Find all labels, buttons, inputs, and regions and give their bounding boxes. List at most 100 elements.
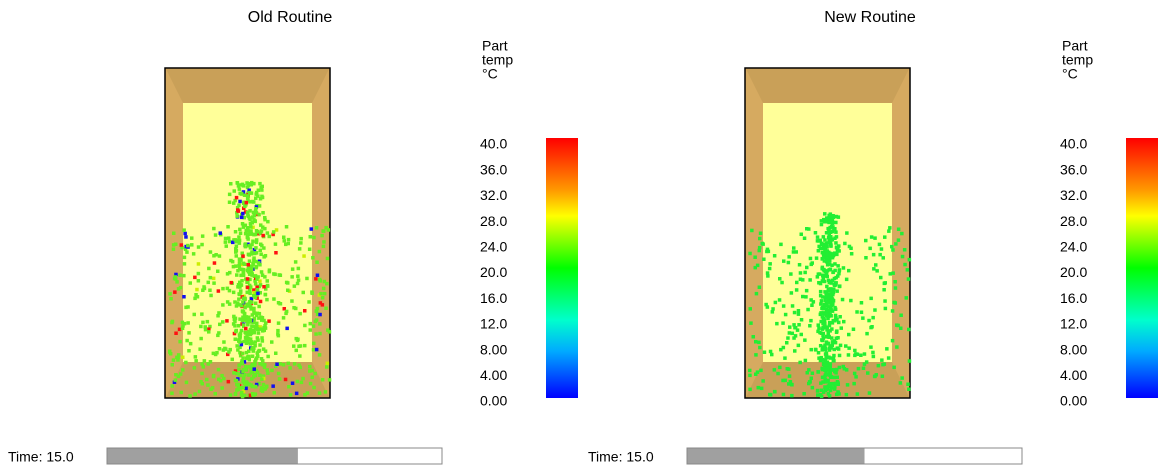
colorbar-tick-label: 8.00 [480,341,507,357]
particle [908,359,912,363]
particle [885,347,889,351]
particle [888,226,892,230]
particle [193,366,197,370]
particle [289,393,293,397]
particle [760,387,764,391]
particle [195,288,199,292]
particle [879,276,883,280]
particle [838,315,842,319]
particle [225,244,229,248]
particle [821,358,825,362]
particle [822,256,826,260]
particle [318,391,322,395]
particle [243,313,247,317]
particle [894,286,898,290]
particle [815,256,819,260]
particle [232,315,236,319]
particle [309,235,313,239]
particle [752,335,756,339]
particle [837,244,841,248]
particle [261,274,265,278]
colorbar-tick-label: 32.0 [480,187,507,203]
particle [234,264,238,268]
particle [800,318,804,322]
particle [226,287,230,291]
particle [176,358,180,362]
particle [256,328,260,332]
particle [302,291,306,295]
particle [278,302,282,306]
particle [169,297,173,301]
particle [257,189,261,193]
particle [287,385,291,389]
particle [824,347,828,351]
particle [265,385,269,389]
particle [871,316,875,320]
particle [862,367,866,371]
particle [832,319,836,323]
slider-fill [108,449,298,464]
particle [883,282,887,286]
particle [882,256,886,260]
particle [761,379,765,383]
particle [285,310,289,314]
particle [782,393,786,397]
particle [266,231,270,235]
particle [252,325,256,329]
particle [308,369,312,373]
particle [266,279,270,283]
particle [253,331,257,335]
particle [748,369,752,373]
particle [218,323,222,327]
particle [762,258,766,262]
particle [246,355,250,359]
particle [295,392,299,396]
particle [238,228,242,232]
particle [822,332,826,336]
particle [323,280,327,284]
particle [298,247,302,251]
particle [854,375,858,379]
particle [247,317,251,321]
particle [326,257,330,261]
particle [200,243,204,247]
particle [831,344,835,348]
particle [258,263,262,267]
particle [260,229,264,233]
particle [274,251,278,255]
particle [296,275,300,279]
particle [749,307,753,311]
particle [246,341,250,345]
particle [887,229,891,233]
particle [318,353,322,357]
particle [825,231,829,235]
particle [892,301,896,305]
particle [246,323,250,327]
colorbar-tick-label: 8.00 [1060,341,1087,357]
particle [240,216,244,220]
particle [268,235,272,239]
particle [199,380,203,384]
particle [231,358,235,362]
particle [827,236,831,240]
particle [189,281,193,285]
particle [315,261,319,265]
particle [820,299,824,303]
particle [826,262,830,266]
particle [198,390,202,394]
colorbar-tick-label: 24.0 [480,239,507,255]
particle [842,266,846,270]
colorbar-tick-label: 12.0 [1060,316,1087,332]
particle [836,247,840,251]
particle [899,314,903,318]
particle [207,330,211,334]
particle [251,393,255,397]
particle [797,344,801,348]
particle [186,244,190,248]
particle [788,331,792,335]
particle [216,334,220,338]
particle [273,273,277,277]
particle [172,243,176,247]
particle [828,335,832,339]
particle [182,228,186,232]
